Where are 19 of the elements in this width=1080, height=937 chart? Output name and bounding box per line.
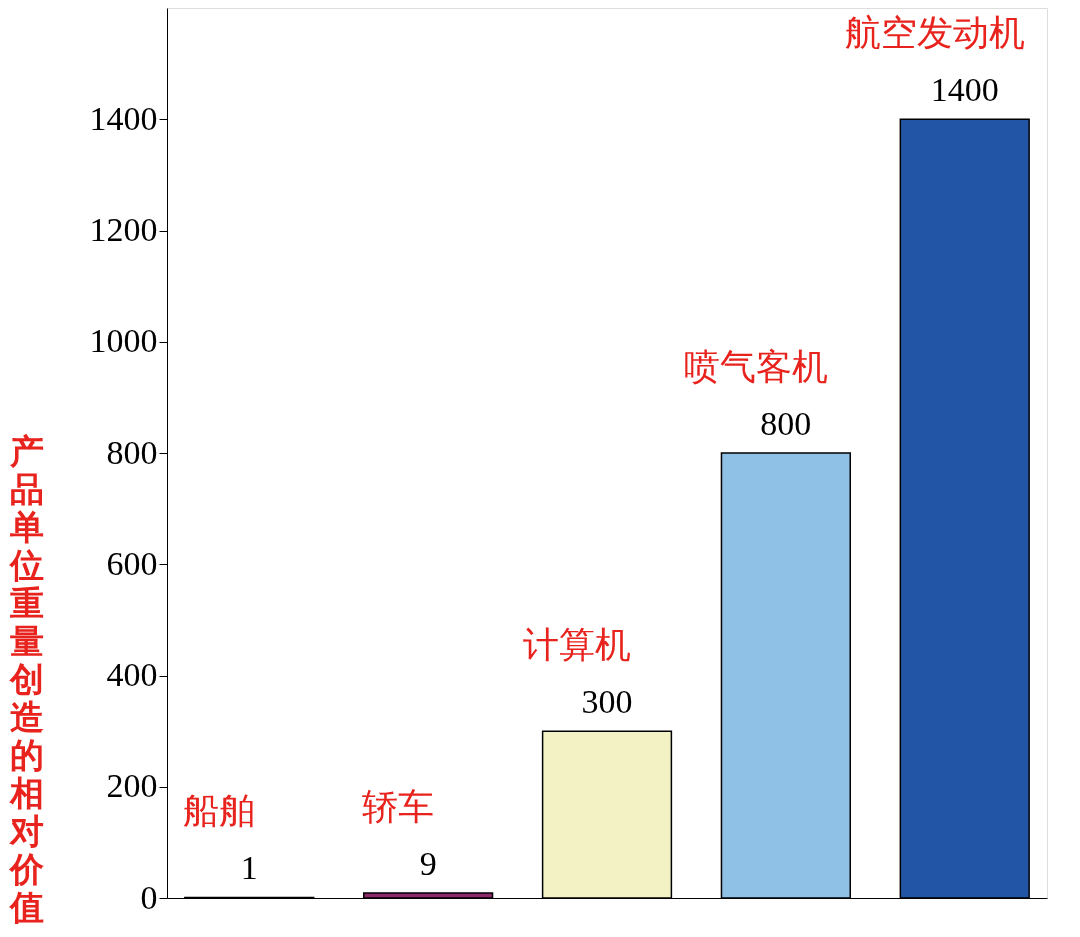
- data-label: 9: [419, 844, 437, 882]
- y-tick-label: 400: [106, 656, 158, 693]
- x-tick-label: 轿车: [362, 785, 435, 827]
- x-tick-label: 航空发动机: [844, 12, 1025, 54]
- data-label: 300: [581, 683, 633, 721]
- y-tick-label: 800: [106, 433, 158, 471]
- data-label: 1400: [930, 71, 999, 109]
- y-tick-label: 0: [140, 878, 158, 916]
- x-tick-label: 计算机: [523, 624, 631, 666]
- y-tick-label: 600: [106, 544, 158, 582]
- data-label: 800: [760, 405, 812, 442]
- data-label: 1: [240, 849, 258, 887]
- x-tick-label: 喷气客机: [683, 346, 828, 387]
- x-tick-label: 船舶: [183, 790, 256, 832]
- text: 产品单位重量创造的相对价值: [10, 431, 44, 927]
- y-tick-label: 1200: [89, 211, 158, 248]
- y-tick-label: 1400: [89, 99, 158, 137]
- y-tick-label: 1000: [89, 322, 158, 360]
- y-tick-label: 200: [106, 767, 158, 805]
